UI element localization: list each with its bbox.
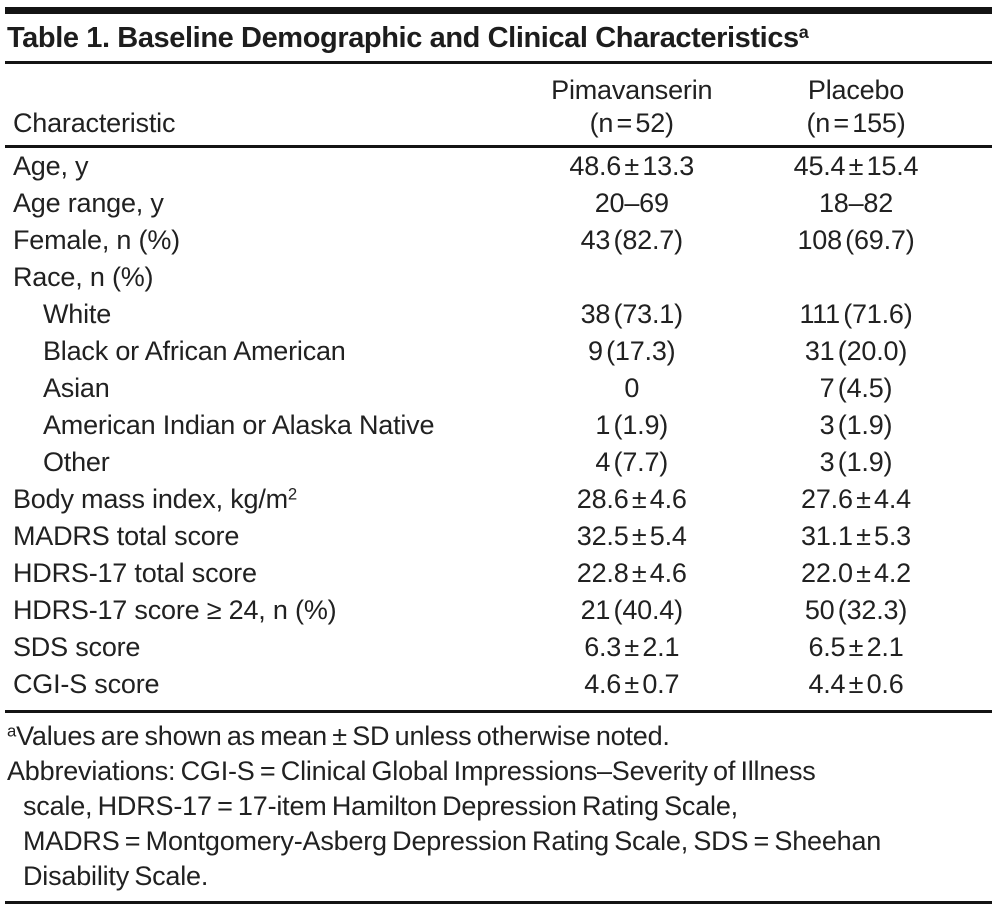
pimavanserin-value: 38 (73.1) [580,299,683,329]
row-label: MADRS total score [13,521,240,551]
table-row-bmi: Body mass index, kg/m2 28.6 ± 4.6 27.6 ±… [5,481,992,518]
placebo-value: 3 (1.9) [819,410,893,440]
row-label: Age, y [13,151,89,181]
pimavanserin-value: 1 (1.9) [595,410,669,440]
pimavanserin-value: 4.6 ± 0.7 [584,669,680,699]
row-label: HDRS-17 score ≥ 24, n (%) [13,595,337,625]
row-label: SDS score [13,632,141,662]
pimavanserin-value: 48.6 ± 13.3 [569,151,695,181]
table-row-race: Race, n (%) [5,259,992,296]
row-label: Race, n (%) [13,262,154,292]
table-row-female: Female, n (%) 43 (82.7) 108 (69.7) [5,222,992,259]
placebo-value: 6.5 ± 2.1 [808,632,904,662]
table-header: Characteristic Pimavanserin (n = 52) Pla… [5,64,992,148]
abbreviations-line: MADRS = Montgomery-Asberg Depression Rat… [23,826,882,856]
table-row-race-asian: Asian 0 7 (4.5) [5,370,992,407]
placebo-value: 31 (20.0) [804,336,908,366]
table-row-age: Age, y 48.6 ± 13.3 45.4 ± 15.4 [5,147,992,186]
pimavanserin-value: 32.5 ± 5.4 [576,521,687,551]
pimavanserin-value: 22.8 ± 4.6 [576,558,687,588]
pimavanserin-value: 9 (17.3) [588,336,676,366]
pimavanserin-n-label: (n = 52) [589,108,674,138]
placebo-value: 45.4 ± 15.4 [793,151,919,181]
placebo-value: 4.4 ± 0.6 [808,669,904,699]
table-row-age-range: Age range, y 20–69 18–82 [5,185,992,222]
column-header-placebo: Placebo (n = 155) [764,64,992,148]
row-label: White [43,299,112,329]
placebo-value: 50 (32.3) [804,595,908,625]
placebo-value: 3 (1.9) [819,447,893,477]
bottom-rule [5,901,992,904]
table-title-footnote-marker: a [798,22,809,43]
footnote-a-text: Values are shown as mean ± SD unless oth… [16,721,670,751]
footnote-a: aValues are shown as mean ± SD unless ot… [7,719,992,754]
abbreviations-line: scale, HDRS-17 = 17-item Hamilton Depres… [23,791,738,821]
table-body: Age, y 48.6 ± 13.3 45.4 ± 15.4 Age range… [5,147,992,704]
placebo-n-label: (n = 155) [806,108,906,138]
row-label: Asian [43,373,110,403]
title-rule [5,61,992,64]
table-sheet: Table 1. Baseline Demographic and Clinic… [0,7,997,904]
pimavanserin-value: 0 [624,373,640,403]
row-label: Other [43,447,110,477]
row-label: Black or African American [43,336,346,366]
table-row-race-american-indian: American Indian or Alaska Native 1 (1.9)… [5,407,992,444]
pimavanserin-value: 4 (7.7) [595,447,669,477]
footnote-a-marker: a [7,721,17,741]
placebo-value: 27.6 ± 4.4 [801,484,911,514]
characteristics-table: Characteristic Pimavanserin (n = 52) Pla… [5,64,992,703]
table-title: Table 1. Baseline Demographic and Clinic… [7,22,992,55]
placebo-value [765,259,992,296]
top-rule [5,7,992,14]
column-header-pimavanserin: Pimavanserin (n = 52) [498,64,765,148]
placebo-value: 18–82 [818,188,894,218]
table-row-madrs: MADRS total score 32.5 ± 5.4 31.1 ± 5.3 [5,518,992,555]
table-row-sds: SDS score 6.3 ± 2.1 6.5 ± 2.1 [5,629,992,666]
table-row-race-black: Black or African American 9 (17.3) 31 (2… [5,333,992,370]
header-row: Characteristic Pimavanserin (n = 52) Pla… [5,64,992,148]
placebo-value: 31.1 ± 5.3 [801,521,911,551]
abbreviations-line: Abbreviations: CGI-S = Clinical Global I… [7,756,816,786]
pimavanserin-value: 20–69 [594,188,669,218]
row-label: American Indian or Alaska Native [43,410,435,440]
placebo-value: 111 (71.6) [799,299,913,329]
table-row-race-other: Other 4 (7.7) 3 (1.9) [5,444,992,481]
pimavanserin-value: 28.6 ± 4.6 [576,484,687,514]
pimavanserin-value: 21 (40.4) [580,595,683,625]
footnote-abbreviations: Abbreviations: CGI-S = Clinical Global I… [7,754,992,894]
pimavanserin-value: 43 (82.7) [580,225,683,255]
body-bottom-rule [5,710,992,713]
footnotes: aValues are shown as mean ± SD unless ot… [5,713,992,901]
table-row-cgis: CGI-S score 4.6 ± 0.7 4.4 ± 0.6 [5,666,992,703]
table-title-text: Table 1. Baseline Demographic and Clinic… [7,22,799,54]
pimavanserin-group-label: Pimavanserin [551,75,713,105]
table-row-hdrs17-total: HDRS-17 total score 22.8 ± 4.6 22.0 ± 4.… [5,555,992,592]
pimavanserin-value [499,259,765,296]
placebo-value: 108 (69.7) [797,225,915,255]
abbreviations-line: Disability Scale. [23,861,209,891]
row-label: CGI-S score [13,669,160,699]
placebo-value: 7 (4.5) [819,373,893,403]
row-label-text: Body mass index, kg/m [13,484,288,514]
row-label: Female, n (%) [13,225,180,255]
column-header-characteristic: Characteristic [5,64,499,148]
placebo-group-label: Placebo [807,75,905,105]
placebo-value: 22.0 ± 4.2 [801,558,911,588]
row-label-superscript: 2 [287,484,298,504]
table-row-race-white: White 38 (73.1) 111 (71.6) [5,296,992,333]
row-label: HDRS-17 total score [13,558,257,588]
table-row-hdrs17-ge24: HDRS-17 score ≥ 24, n (%) 21 (40.4) 50 (… [5,592,992,629]
pimavanserin-value: 6.3 ± 2.1 [584,632,680,662]
row-label: Age range, y [13,188,164,218]
row-label: Body mass index, kg/m2 [5,481,499,518]
